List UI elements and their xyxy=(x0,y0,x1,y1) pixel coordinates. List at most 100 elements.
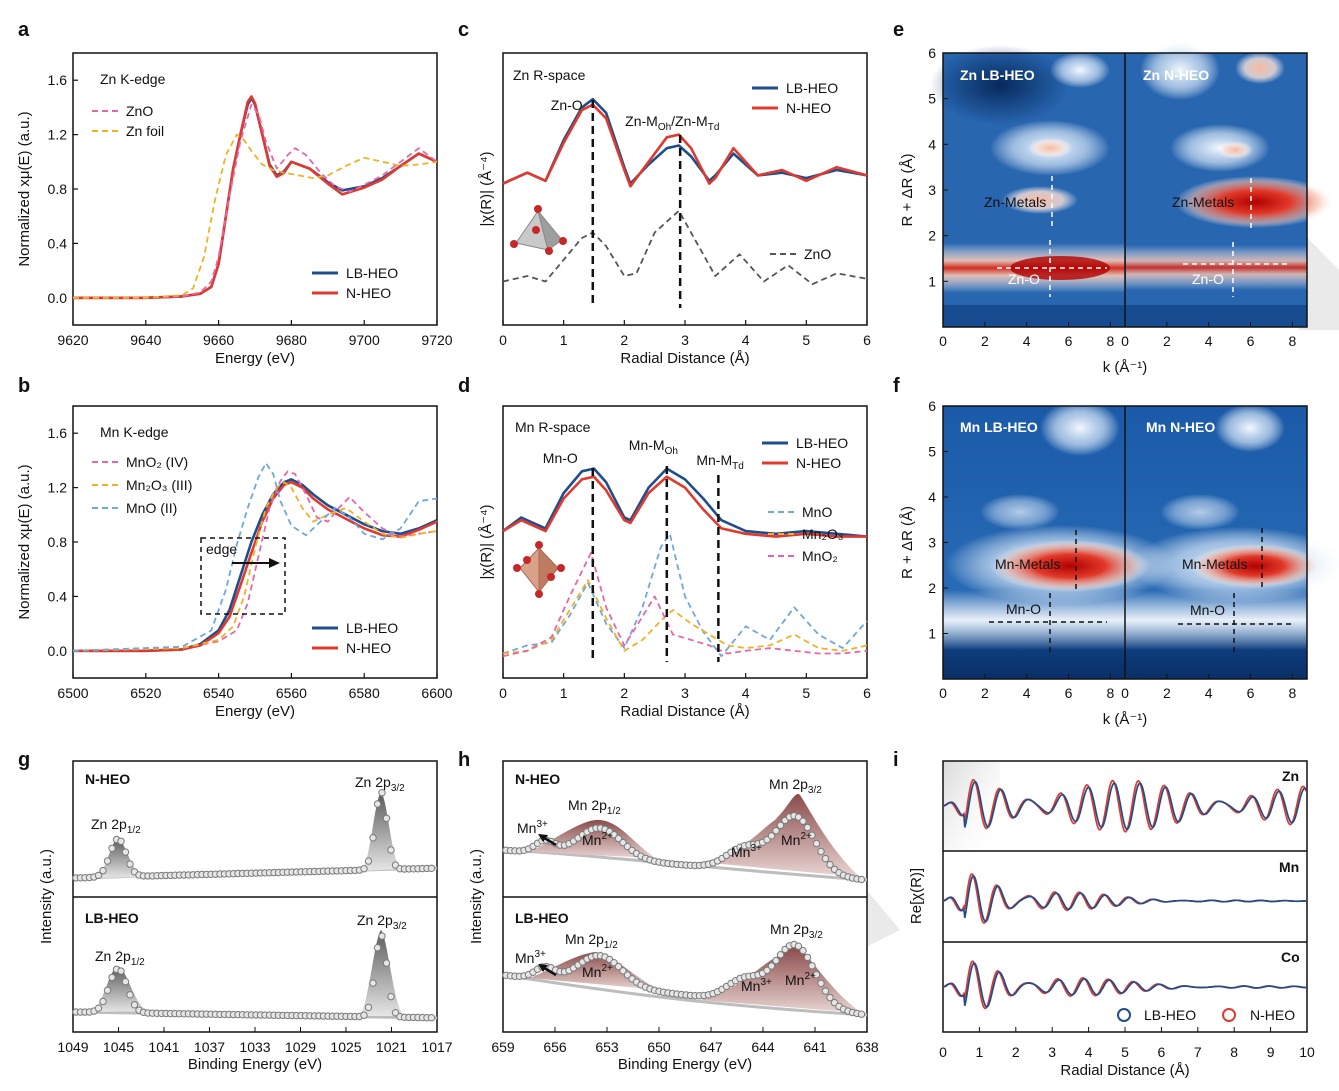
xps-data-point xyxy=(360,865,368,873)
heatmap-band xyxy=(1126,245,1307,290)
x-tick-label: 0 xyxy=(1121,333,1129,349)
panel-letter-i: i xyxy=(893,749,899,771)
xps-data-points xyxy=(502,812,866,1018)
xps-data-point xyxy=(108,844,116,852)
y-axis-label: Normalized xμ(E) (a.u.) xyxy=(16,464,33,619)
legend-label: MnO xyxy=(802,504,832,520)
legend-label: LB-HEO xyxy=(1144,1007,1196,1023)
heatmap-blob xyxy=(1028,138,1072,158)
x-tick-label: 2 xyxy=(620,685,628,701)
marker-label: Zn-MOh/Zn-MTd xyxy=(625,113,719,133)
legend-label: N-HEO xyxy=(1250,1007,1295,1023)
x-tick-label: 1021 xyxy=(376,1039,407,1055)
x-axis-label: Binding Energy (eV) xyxy=(618,1056,752,1073)
annotation-metals: Zn-Metals xyxy=(984,194,1046,210)
peak-labels: Mn 2p1/2 Mn 2p3/2 Mn3+ Mn2+ Mn3+ Mn2+ Mn 2p1/2… xyxy=(515,776,823,994)
x-tick-label: 0 xyxy=(1121,685,1129,701)
y-tick-label: 1.6 xyxy=(48,425,68,441)
re-chi-trace xyxy=(942,960,1307,1010)
x-tick-label: 0 xyxy=(939,333,947,349)
xps-data-point xyxy=(803,823,812,832)
x-tick-label: 647 xyxy=(699,1039,723,1055)
y-axis-label: |χ(R)| (Å⁻⁴) xyxy=(478,151,495,226)
subpanel-title: Zn LB-HEO xyxy=(960,67,1035,83)
xps-data-point xyxy=(121,848,130,856)
x-tick-label: 9700 xyxy=(349,332,380,348)
y-tick-label: 0.4 xyxy=(48,235,68,251)
marker-label: Mn-MOh xyxy=(629,437,678,457)
subpanel-title: Mn xyxy=(1279,859,1299,875)
subpanel-title: Co xyxy=(1281,949,1300,965)
xps-data-point xyxy=(373,800,382,808)
legend-label: Mn₂O₃ xyxy=(802,526,843,542)
x-tick-label: 3 xyxy=(681,685,689,701)
xps-data-point xyxy=(794,942,803,950)
x-tick-label: 9680 xyxy=(276,332,307,348)
re-chi-trace xyxy=(942,780,1307,831)
x-tick-label: 4 xyxy=(1023,333,1031,349)
panel-h-mn-xps: N-HEO LB-HEO Mn 2p1/2 Mn 2p3/2 Mn3+ Mn2+ Mn3… xyxy=(468,760,879,1073)
y-tick-label: 1 xyxy=(928,626,936,642)
legend-label: N-HEO xyxy=(346,285,391,301)
xps-data-point xyxy=(799,817,807,825)
heatmap-blob xyxy=(930,45,1070,125)
x-tick-label: 8 xyxy=(1106,333,1114,349)
panel-letter-h: h xyxy=(458,749,470,771)
x-tick-label: 5 xyxy=(802,685,810,701)
x-tick-label: 4 xyxy=(1085,1044,1093,1060)
xps-data-point xyxy=(812,971,821,979)
chart-title: Mn R-space xyxy=(515,419,591,435)
atom-icon xyxy=(532,226,540,234)
marker-label: Mn-MTd xyxy=(696,452,743,472)
y-tick-label: 4 xyxy=(928,136,936,152)
xps-data-point xyxy=(126,860,134,868)
xps-data-points xyxy=(72,789,436,1022)
xps-data-point xyxy=(94,871,103,880)
annotation-o: Mn-O xyxy=(1190,602,1225,618)
re-chi-lines xyxy=(942,778,1307,1010)
peak-label: Mn 2p1/2 xyxy=(565,931,618,951)
x-tick-label: 6 xyxy=(1247,333,1255,349)
x-tick-label: 2 xyxy=(981,333,989,349)
re-chi-trace xyxy=(942,778,1307,833)
xps-data-point xyxy=(772,827,780,835)
subpanel-title: N-HEO xyxy=(85,771,130,787)
xps-baseline xyxy=(502,973,868,1017)
legend-label: LB-HEO xyxy=(346,265,398,281)
x-tick-label: 6520 xyxy=(130,685,161,701)
x-tick-label: 6 xyxy=(1158,1044,1166,1060)
x-tick-label: 1025 xyxy=(330,1039,361,1055)
atom-icon xyxy=(513,564,521,572)
y-tick-label: 6 xyxy=(928,398,936,414)
subpanel-title: Mn LB-HEO xyxy=(960,419,1038,435)
x-tick-label: 4 xyxy=(1023,685,1031,701)
y-tick-label: 4 xyxy=(928,489,936,505)
y-tick-label: 0.0 xyxy=(48,290,68,306)
x-tick-label: 0 xyxy=(939,1044,947,1060)
subpanel-title: LB-HEO xyxy=(515,910,569,926)
xps-data-point xyxy=(772,956,780,965)
peak-label: Mn2+ xyxy=(582,963,613,980)
annotation-metals: Mn-Metals xyxy=(995,556,1060,572)
x-tick-label: 9660 xyxy=(203,332,234,348)
xps-data-point xyxy=(857,1010,866,1018)
peak-label: Mn2+ xyxy=(785,971,816,988)
peak-label: Mn3+ xyxy=(741,977,772,994)
chart-title: Zn R-space xyxy=(513,67,586,83)
x-tick-label: 2 xyxy=(981,685,989,701)
series-line-mno xyxy=(502,532,868,658)
atom-icon xyxy=(545,247,553,255)
xps-data-point xyxy=(826,860,834,869)
series-line-mn-o- xyxy=(502,579,868,655)
x-axis-label: Radial Distance (Å) xyxy=(620,350,749,367)
octahedron-icon xyxy=(538,546,559,594)
peak-label: Mn2+ xyxy=(781,831,812,848)
x-tick-label: 1 xyxy=(560,332,568,348)
x-tick-label: 7 xyxy=(1194,1044,1202,1060)
x-axis-label: k (Å⁻¹) xyxy=(1103,359,1148,376)
xps-data-point xyxy=(763,966,771,974)
re-chi-trace xyxy=(942,875,1307,923)
xps-data-point xyxy=(387,846,395,854)
